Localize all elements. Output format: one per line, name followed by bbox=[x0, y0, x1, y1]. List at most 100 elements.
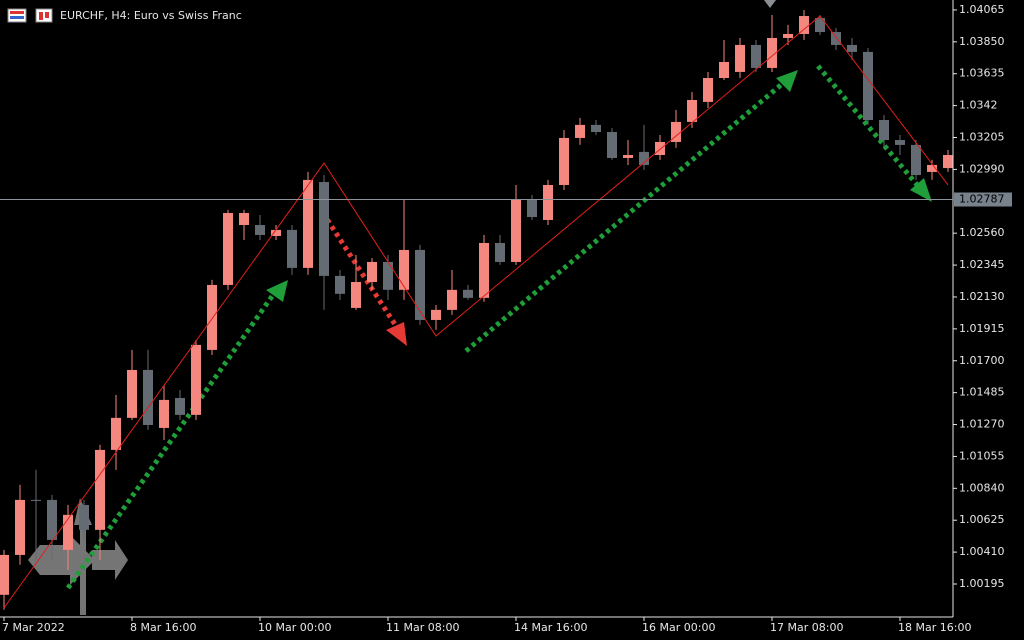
y-tick-label: 1.01270 bbox=[959, 418, 1005, 431]
y-tick-label: 1.0342 bbox=[959, 99, 998, 112]
x-tick-label: 17 Mar 08:00 bbox=[770, 621, 843, 634]
candle-body bbox=[895, 140, 905, 145]
y-tick-label: 1.01485 bbox=[959, 386, 1005, 399]
candle-body bbox=[31, 499, 41, 501]
arrow-line bbox=[816, 64, 920, 188]
candle-body bbox=[47, 499, 57, 540]
candle-body bbox=[911, 144, 921, 176]
candle-body bbox=[143, 369, 153, 425]
candle-body bbox=[399, 249, 409, 290]
y-tick-label: 1.01700 bbox=[959, 354, 1005, 367]
candle-body bbox=[463, 289, 473, 298]
x-tick-label: 8 Mar 16:00 bbox=[130, 621, 196, 634]
candle-body bbox=[159, 399, 169, 428]
candle-body bbox=[479, 242, 489, 298]
x-tick-label: 18 Mar 16:00 bbox=[898, 621, 971, 634]
candle-body bbox=[415, 249, 425, 320]
candle-body bbox=[623, 155, 633, 158]
candle-body bbox=[335, 275, 345, 294]
icon bbox=[35, 8, 53, 23]
x-tick-label: 11 Mar 08:00 bbox=[386, 621, 459, 634]
candle-body bbox=[879, 120, 889, 141]
trend-arrows bbox=[65, 64, 932, 590]
logo-part bbox=[92, 540, 128, 580]
y-tick-label: 1.00410 bbox=[959, 545, 1005, 558]
candle-body bbox=[927, 164, 937, 172]
y-tick-label: 1.00625 bbox=[959, 513, 1005, 526]
candle-body bbox=[95, 449, 105, 530]
candle-body bbox=[943, 155, 953, 169]
candle-body bbox=[239, 213, 249, 226]
shift-marker bbox=[764, 0, 776, 8]
candle-body bbox=[319, 182, 329, 276]
x-tick-label: 16 Mar 00:00 bbox=[642, 621, 715, 634]
y-tick-label: 1.00840 bbox=[959, 481, 1005, 494]
candle-body bbox=[383, 261, 393, 290]
candle-body bbox=[767, 37, 777, 68]
y-tick-label: 1.01055 bbox=[959, 449, 1005, 462]
candle-body bbox=[191, 344, 201, 415]
icon bbox=[7, 8, 27, 23]
candle-body bbox=[719, 62, 729, 79]
candle-body bbox=[0, 554, 9, 595]
candle-body bbox=[447, 289, 457, 310]
x-tick-label: 14 Mar 16:00 bbox=[514, 621, 587, 634]
candle-body bbox=[511, 199, 521, 262]
candle-body bbox=[655, 141, 665, 156]
candle-body bbox=[15, 499, 25, 555]
candle-body bbox=[591, 124, 601, 133]
candle-body bbox=[687, 99, 697, 122]
y-tick-label: 1.02130 bbox=[959, 290, 1005, 303]
chart-title: EURCHF, H4: Euro vs Swiss Franc bbox=[60, 9, 242, 22]
candle-body bbox=[607, 132, 617, 158]
candle-body bbox=[63, 514, 73, 550]
candle-body bbox=[495, 242, 505, 262]
arrow-head bbox=[776, 70, 798, 92]
arrow-head bbox=[910, 178, 932, 202]
icon bbox=[10, 16, 24, 19]
candle-body bbox=[351, 281, 361, 308]
candle-body bbox=[271, 229, 281, 237]
candle-body bbox=[111, 417, 121, 450]
y-tick-label: 1.02345 bbox=[959, 258, 1005, 271]
arrow-line bbox=[464, 82, 784, 353]
candle-body bbox=[207, 284, 217, 350]
candle-body bbox=[863, 51, 873, 121]
last-price-box bbox=[954, 192, 1012, 207]
last-price-label: 1.02787 bbox=[959, 193, 1005, 206]
candle-body bbox=[783, 33, 793, 38]
arrow-line bbox=[320, 211, 399, 328]
icon bbox=[10, 11, 24, 14]
zigzag-line bbox=[3, 15, 949, 609]
candle-body bbox=[751, 44, 761, 68]
candle-body bbox=[175, 397, 185, 415]
icon bbox=[45, 12, 49, 18]
candle-body bbox=[735, 44, 745, 72]
candle-body bbox=[847, 44, 857, 52]
candle-body bbox=[575, 124, 585, 138]
y-tick-label: 1.03850 bbox=[959, 35, 1005, 48]
y-tick-label: 1.02990 bbox=[959, 162, 1005, 175]
x-tick-label: 10 Mar 00:00 bbox=[258, 621, 331, 634]
header: EURCHF, H4: Euro vs Swiss Franc bbox=[7, 8, 242, 23]
candle-body bbox=[287, 229, 297, 268]
candle-body bbox=[799, 16, 809, 34]
plot bbox=[0, 9, 953, 610]
candle-body bbox=[79, 504, 89, 530]
candle-body bbox=[255, 225, 265, 235]
candle-body bbox=[559, 137, 569, 185]
y-tick-label: 1.03205 bbox=[959, 131, 1005, 144]
y-tick-label: 1.00195 bbox=[959, 577, 1005, 590]
y-tick-label: 1.02560 bbox=[959, 226, 1005, 239]
y-tick-label: 1.04065 bbox=[959, 3, 1005, 16]
candle-body bbox=[527, 199, 537, 218]
arrow-head bbox=[386, 322, 407, 346]
candle-body bbox=[367, 261, 377, 282]
icon bbox=[39, 12, 43, 20]
candle-body bbox=[671, 121, 681, 142]
candle-body bbox=[543, 184, 553, 220]
arrow-head bbox=[266, 280, 288, 302]
y-tick-label: 1.03635 bbox=[959, 67, 1005, 80]
